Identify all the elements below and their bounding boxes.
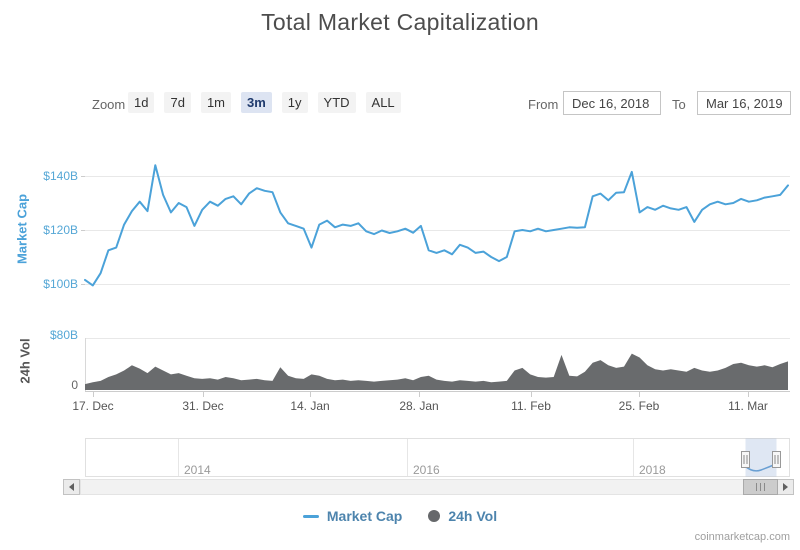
to-date-input[interactable] [697, 91, 791, 115]
scroll-left-icon [69, 483, 74, 491]
legend-item-market-cap[interactable]: Market Cap [302, 508, 403, 524]
mcap-tick-140b: $140B [43, 169, 78, 183]
legend-label-market-cap: Market Cap [326, 508, 403, 524]
navigator-series-preview [744, 463, 777, 472]
scrollbar-thumb[interactable] [743, 479, 778, 495]
navigator-year-2016: 2016 [413, 463, 440, 477]
legend-item-24h-vol[interactable]: 24h Vol [428, 508, 497, 524]
navigator-year-2014: 2014 [184, 463, 211, 477]
navigator-gridlines [178, 439, 634, 476]
page-title: Total Market Capitalization [261, 9, 539, 35]
from-label: From [528, 97, 559, 112]
market-cap-line-marker-icon [302, 514, 319, 518]
volume-dot-marker-icon [428, 510, 441, 522]
mcap-gridlines [85, 176, 790, 285]
market-cap-line-series [84, 164, 789, 287]
to-label: To [672, 97, 686, 112]
zoom-button-1y[interactable]: 1y [281, 92, 308, 113]
zoom-label: Zoom [92, 97, 126, 112]
x-tick-28-jan: 28. Jan [399, 399, 439, 413]
x-tick-11-mar: 11. Mar [728, 399, 768, 413]
navigator-outline [85, 438, 790, 477]
scrollbar-left-arrow-button[interactable] [63, 479, 80, 495]
volume-area-series [85, 353, 788, 390]
navigator-year-2018: 2018 [639, 463, 666, 477]
mcap-tick-100b: $100B [43, 277, 78, 291]
mcap-axis-ticks [81, 176, 85, 285]
navigator-selected-mask[interactable] [745, 438, 777, 477]
from-date-input[interactable] [563, 91, 661, 115]
zoom-button-all[interactable]: ALL [365, 92, 401, 113]
scrollbar-right-arrow-button[interactable] [777, 479, 794, 495]
scroll-right-icon [783, 483, 788, 491]
x-tick-11-feb: 11. Feb [511, 399, 551, 413]
zoom-button-7d[interactable]: 7d [164, 92, 191, 113]
navigator-handle-right[interactable] [772, 451, 781, 468]
x-axis-ticks [93, 391, 749, 397]
zoom-button-1d[interactable]: 1d [128, 92, 155, 113]
zoom-button-ytd[interactable]: YTD [317, 92, 356, 113]
x-tick-31-dec: 31. Dec [182, 399, 224, 413]
zoom-button-group: 1d 7d 1m 3m 1y YTD ALL [128, 92, 401, 113]
vol-axis-title: 24h Vol [17, 338, 33, 384]
x-tick-17-dec: 17. Dec [72, 399, 114, 413]
zoom-button-1m[interactable]: 1m [200, 92, 231, 113]
vol-tick-80b: $80B [49, 328, 78, 342]
credits-link[interactable]: coinmarketcap.com [694, 531, 790, 543]
legend: Market Cap 24h Vol [0, 508, 800, 524]
navigator-handle-left[interactable] [741, 451, 750, 468]
legend-label-24h-vol: 24h Vol [448, 508, 498, 524]
vol-tick-0: 0 [71, 378, 78, 392]
mcap-tick-120b: $120B [43, 223, 78, 237]
x-tick-25-feb: 25. Feb [618, 399, 660, 413]
scrollbar-track[interactable] [80, 479, 778, 495]
zoom-button-3m[interactable]: 3m [241, 92, 272, 113]
x-tick-14-jan: 14. Jan [290, 399, 330, 413]
